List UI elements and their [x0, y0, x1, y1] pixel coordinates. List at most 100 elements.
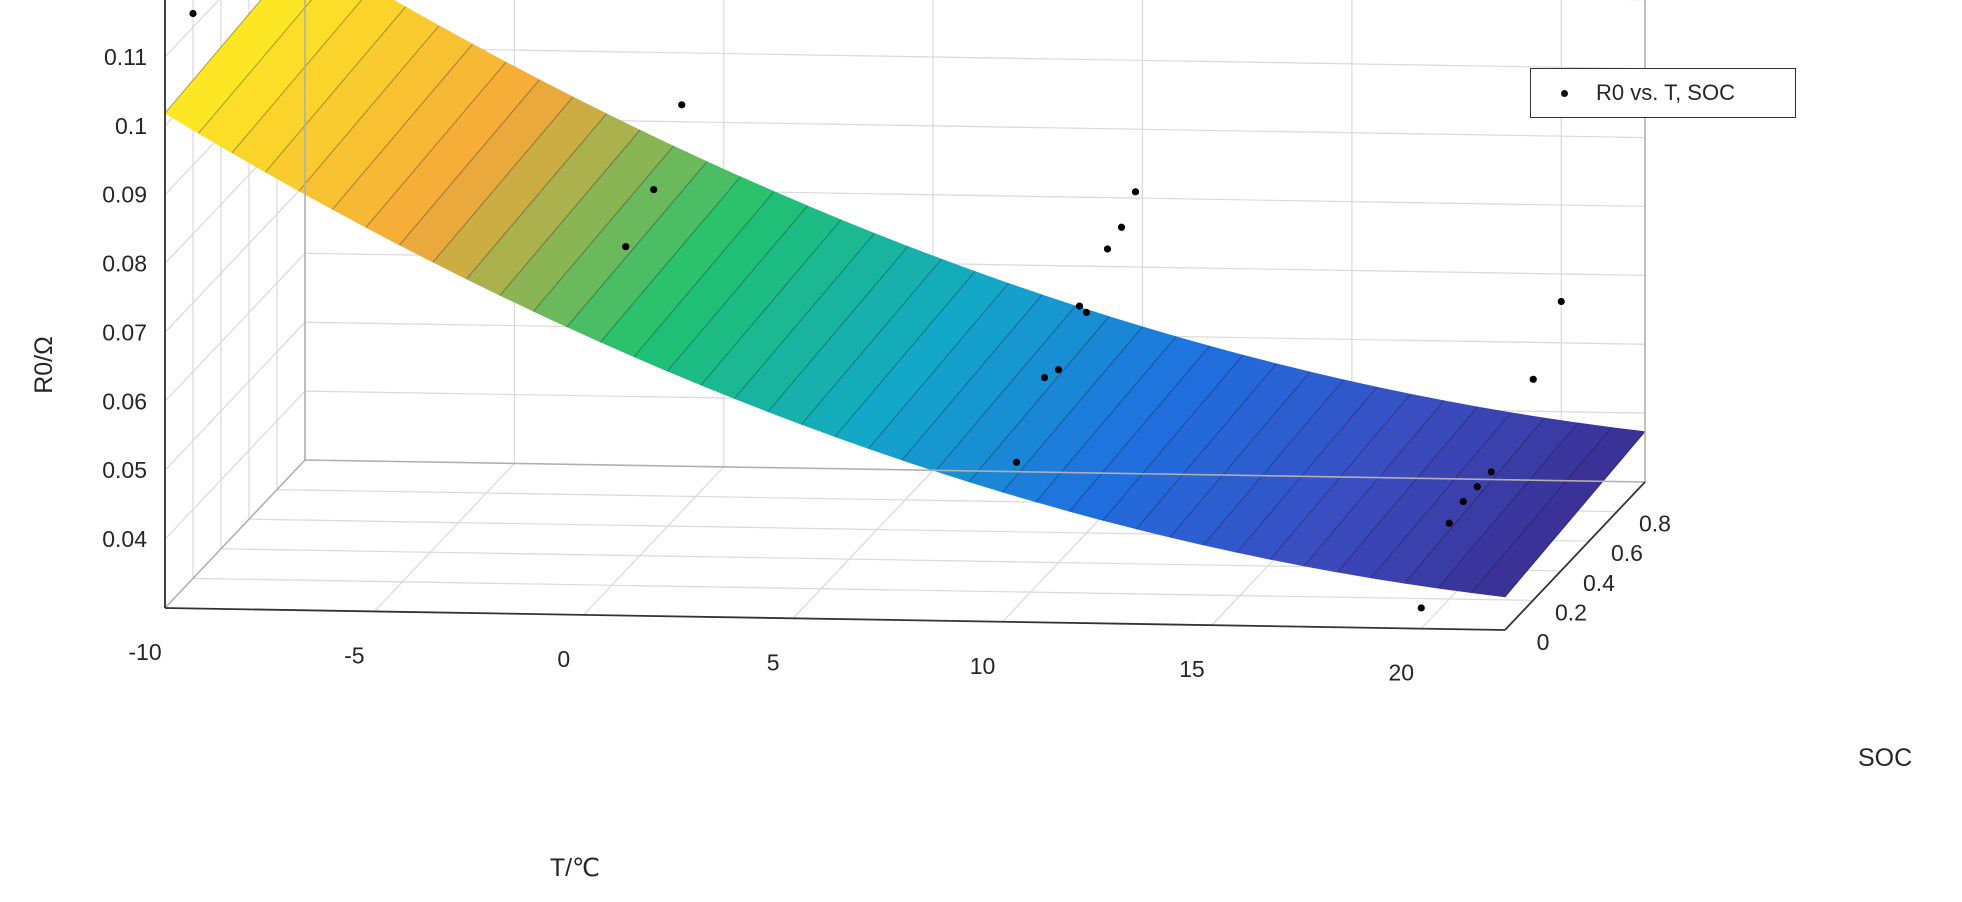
surface-mesh-line	[935, 305, 1076, 472]
data-point	[622, 243, 630, 251]
floor-grid-t	[792, 469, 934, 619]
z-tick-label: 0.06	[102, 388, 147, 414]
surface-mesh-line	[198, 0, 313, 134]
data-point	[1040, 373, 1049, 382]
x-tick-label: 5	[767, 649, 780, 675]
y-tick-label: 0	[1537, 629, 1550, 655]
z-tick-label: 0.09	[102, 182, 147, 208]
data-point	[1054, 366, 1063, 374]
surface-mesh-line	[1471, 427, 1612, 594]
z-tick-label: 0.04	[102, 526, 147, 552]
data-point	[1131, 188, 1140, 196]
x-tick-label: 15	[1179, 656, 1205, 682]
data-point	[1075, 302, 1084, 310]
x-axis-label: T/℃	[550, 854, 600, 882]
surface-mesh-line	[432, 96, 574, 263]
surface-mesh-line	[834, 271, 976, 437]
surface-mesh-line	[298, 25, 440, 192]
surface-mesh-line	[533, 145, 674, 312]
surface-mesh-line	[1069, 345, 1210, 512]
surface-mesh-line	[499, 129, 641, 296]
surface-mesh-line	[734, 233, 875, 399]
surface-mesh-line	[1370, 412, 1512, 579]
axes-layer	[164, 0, 1646, 631]
surface-mesh-line	[1136, 363, 1277, 530]
left-wall-grid-z	[164, 321, 306, 471]
surface-mesh-line	[1337, 406, 1478, 573]
surface-mesh-line	[633, 191, 775, 358]
z-axis-label: R0/Ω	[30, 336, 58, 394]
surface-mesh-line	[399, 79, 540, 246]
surface-mesh-line	[700, 219, 842, 386]
z-tick-label: 0.05	[102, 457, 147, 483]
surface-patch	[1470, 571, 1524, 598]
floor-grid-t	[583, 466, 725, 616]
surface-mesh-line	[1504, 431, 1646, 598]
surface-mesh-line	[968, 316, 1110, 483]
data-point	[1082, 308, 1091, 317]
surface-mesh-line	[868, 283, 1009, 449]
left-wall-grid-z	[164, 0, 220, 58]
data-point	[1557, 297, 1565, 306]
surface-mesh-line	[231, 0, 363, 154]
surface-mesh-line	[1303, 400, 1445, 567]
surface-mesh-line	[1169, 371, 1311, 538]
y-tick-label: 0.8	[1639, 511, 1671, 537]
surface-mesh-line	[466, 113, 607, 280]
ticks-layer: -10 -5 0 5 10 15 20 0.04 0.05 0.06 0.07 0.08 0.09 0.1…	[102, 44, 1671, 686]
z-tick-label: 0.08	[102, 251, 147, 277]
surface-mesh-line	[1035, 336, 1177, 503]
surface-mesh-line	[1404, 417, 1545, 584]
surface-mesh-line	[265, 6, 406, 173]
y-axis-label: SOC	[1858, 744, 1912, 772]
z-tick-label: 0.11	[104, 44, 147, 70]
x-tick-label: -10	[128, 639, 161, 665]
surface-mesh-line	[1437, 422, 1579, 589]
surface-mesh-line	[901, 294, 1043, 461]
surface-mesh-line	[801, 258, 942, 425]
box-edge	[304, 459, 1646, 483]
x-tick-label: 0	[557, 646, 570, 672]
surface-mesh-line	[767, 246, 909, 412]
surface-mesh-line	[1002, 326, 1143, 493]
floor-grid-soc	[192, 577, 1534, 601]
data-point	[1417, 604, 1425, 612]
data-point	[1529, 375, 1537, 383]
data-point	[1012, 458, 1021, 466]
back-wall-grid-z	[304, 46, 1646, 70]
z-tick-label: 0.1	[115, 113, 147, 139]
data-point	[650, 185, 658, 194]
box-edge	[164, 459, 306, 609]
left-wall-grid-z	[164, 252, 306, 402]
z-tick-label: 0.07	[102, 319, 147, 345]
data-point	[1473, 483, 1481, 491]
left-wall-grid-z	[164, 390, 306, 540]
surface-mesh-line	[1236, 386, 1378, 553]
points-layer	[189, 9, 1565, 612]
legend-marker	[1561, 89, 1568, 97]
y-axis-line	[1504, 481, 1646, 631]
data-point	[678, 101, 686, 109]
data-point	[1117, 223, 1126, 231]
floor-grid-t	[373, 463, 515, 612]
data-point	[1103, 245, 1112, 253]
legend-label: R0 vs. T, SOC	[1596, 80, 1735, 105]
surface-mesh-line	[600, 176, 741, 343]
surface-mesh-line	[1102, 354, 1244, 521]
surface-mesh-line	[332, 43, 473, 210]
data-point	[189, 9, 197, 18]
x-tick-label: 10	[970, 653, 996, 679]
surface-mesh-line	[365, 61, 507, 228]
left-wall-grid-z	[164, 184, 306, 333]
x-tick-label: -5	[344, 642, 364, 668]
y-tick-label: 0.6	[1611, 540, 1643, 566]
x-tick-label: 20	[1388, 660, 1414, 686]
surface-mesh-line	[566, 161, 708, 328]
data-point	[1459, 497, 1467, 506]
surface-mesh-line	[667, 205, 808, 372]
surface-layer	[164, 0, 1646, 598]
surface-mesh-line	[164, 0, 262, 114]
y-tick-label: 0.4	[1583, 570, 1615, 596]
x-axis-line	[164, 607, 1506, 631]
